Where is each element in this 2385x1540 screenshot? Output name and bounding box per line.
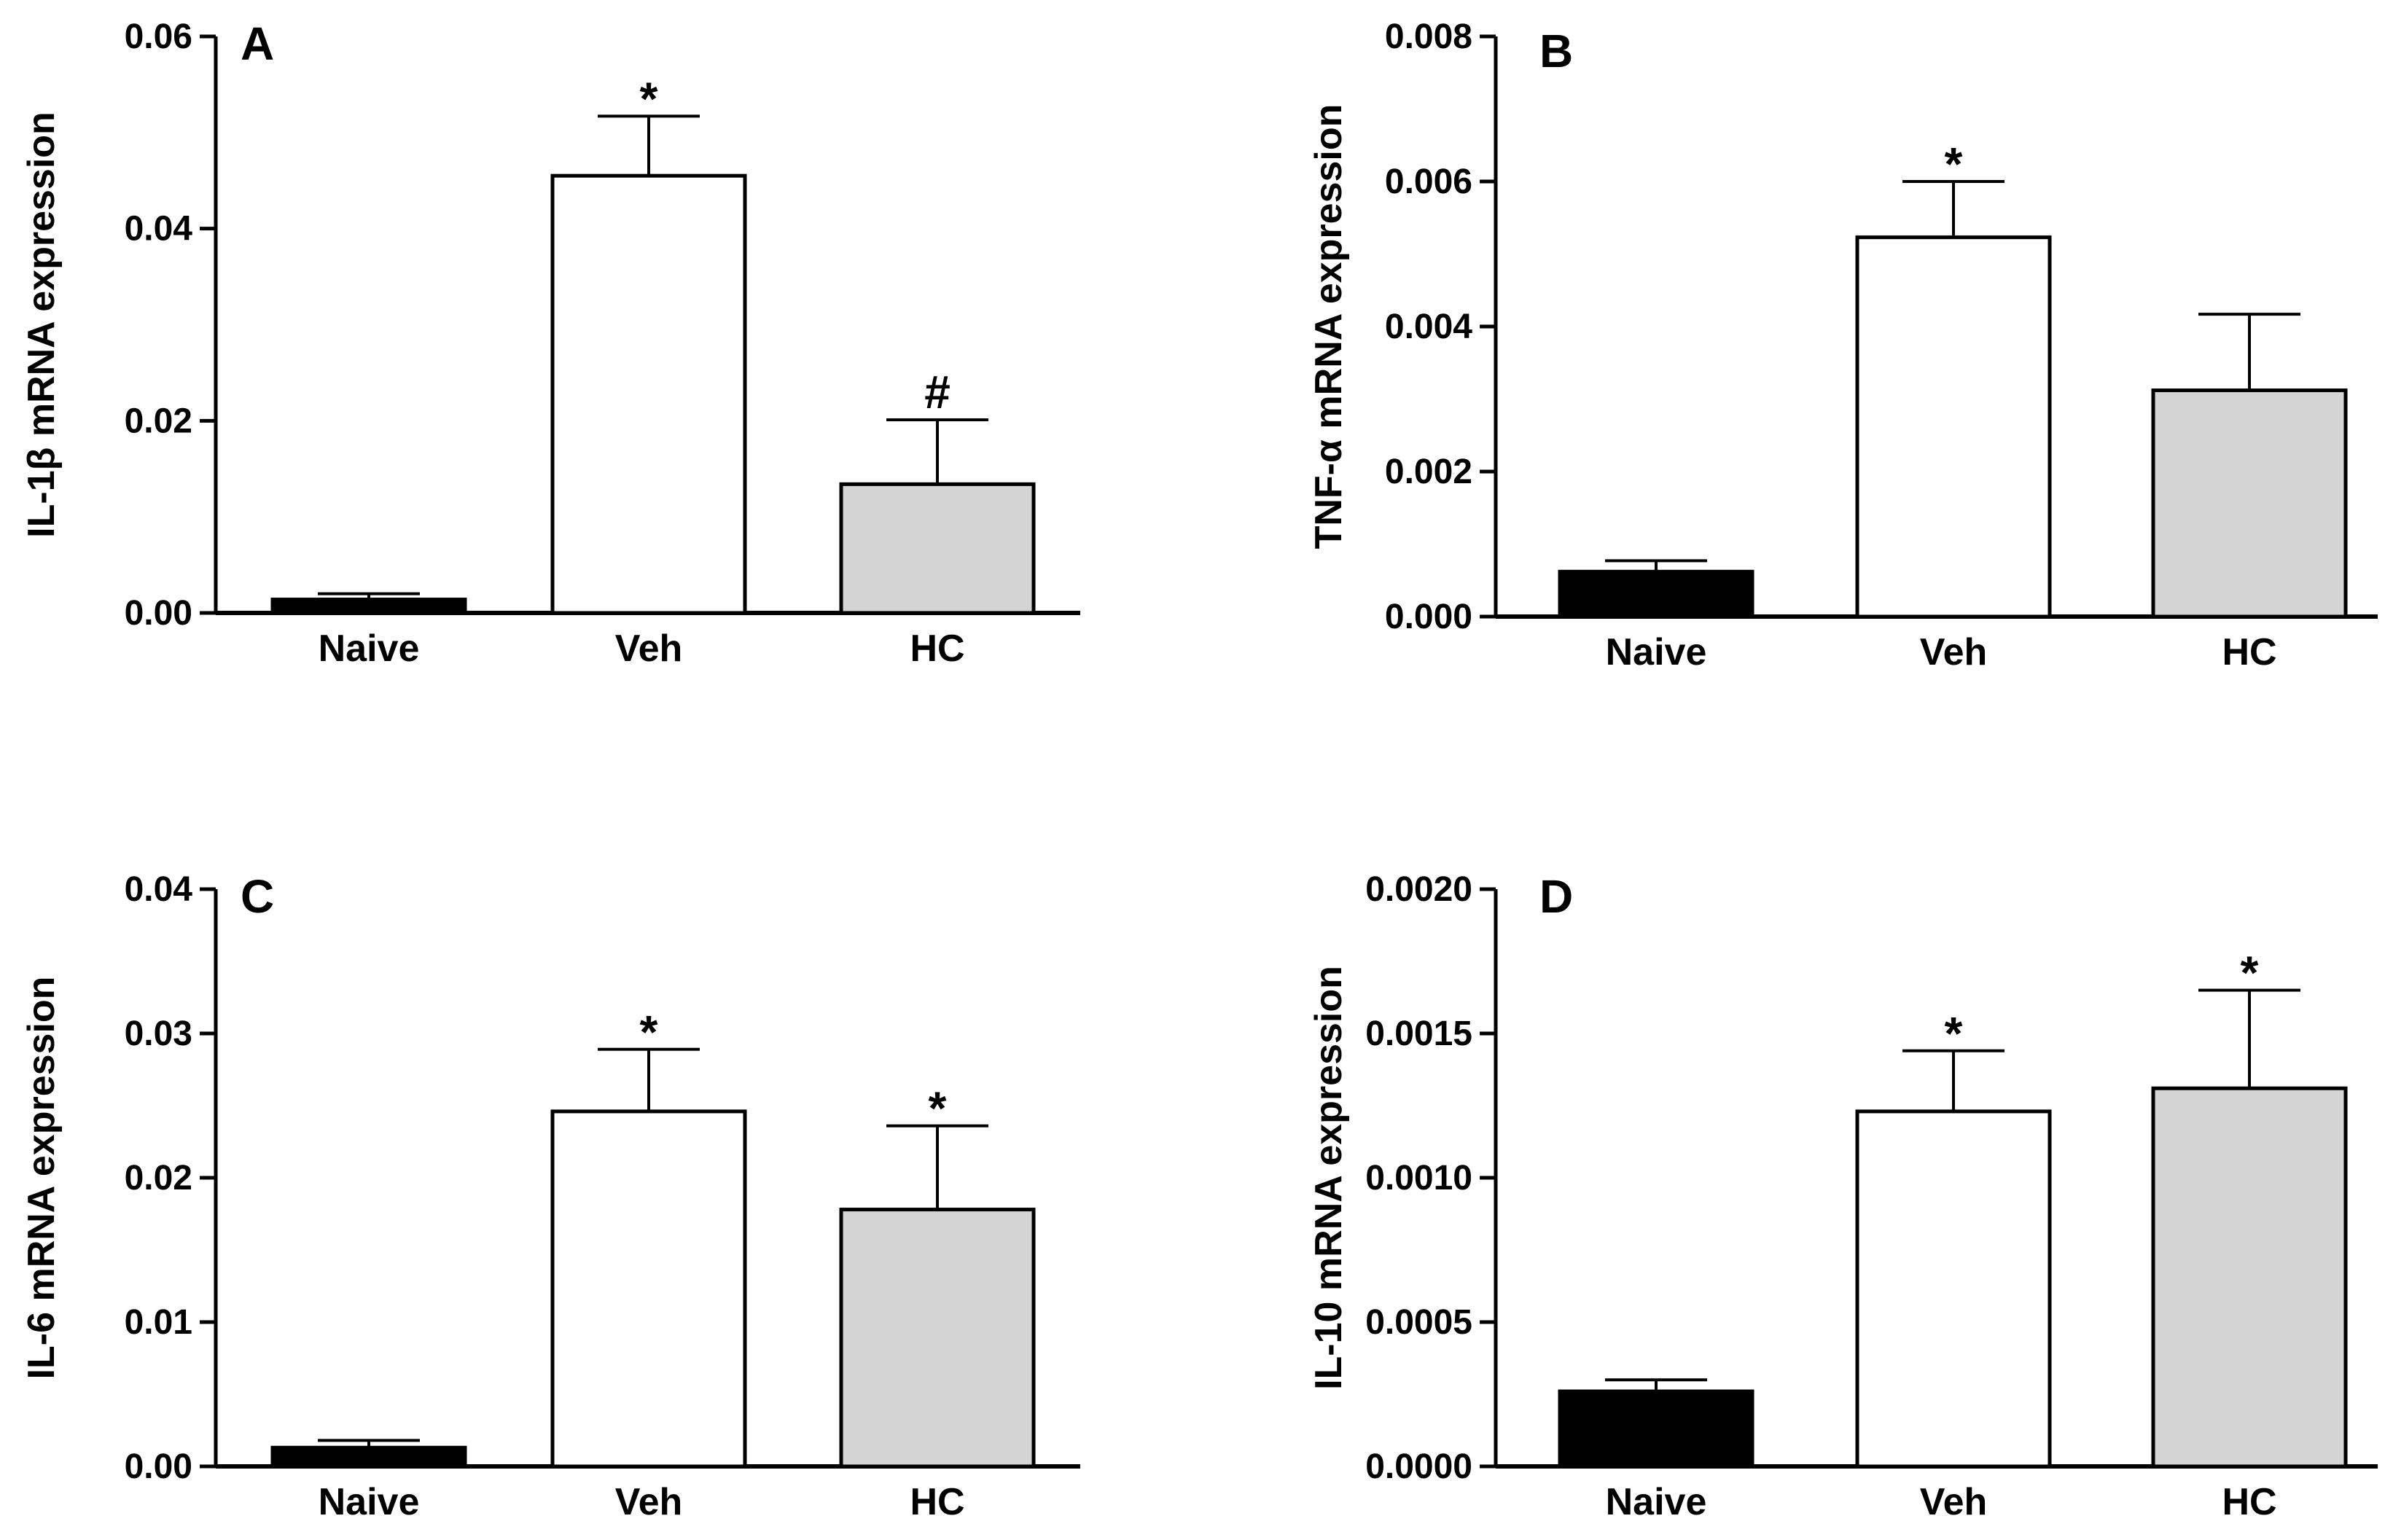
bar-naive (270, 598, 467, 615)
bar-naive (1558, 569, 1754, 619)
panel-letter: D (1539, 870, 1573, 923)
category-label-hc: HC (910, 1481, 964, 1523)
bar-veh (1855, 235, 2052, 619)
bar-hc (839, 1208, 1036, 1469)
y-tick-label: 0.008 (1385, 17, 1472, 56)
bar-veh (550, 1109, 747, 1469)
y-tick-label: 0.00 (125, 594, 192, 633)
y-tick-label: 0.006 (1385, 163, 1472, 201)
y-axis-title: TNF-α mRNA expression (1308, 104, 1350, 550)
significance-mark-hc: * (2241, 947, 2259, 999)
significance-mark-veh: * (1945, 1007, 1963, 1060)
y-tick-label: 0.004 (1385, 308, 1472, 346)
category-label-naive: Naive (1606, 1481, 1707, 1523)
bar-naive (1558, 1389, 1754, 1469)
category-label-hc: HC (2222, 631, 2276, 673)
y-tick-label: 0.0010 (1365, 1159, 1472, 1197)
y-axis-title: IL-1β mRNA expression (20, 112, 63, 538)
y-axis-title: IL-6 mRNA expression (20, 977, 63, 1380)
panel-letter: C (241, 870, 274, 923)
significance-mark-hc: # (924, 366, 951, 418)
y-tick-label: 0.0015 (1365, 1015, 1472, 1053)
category-label-naive: Naive (1606, 631, 1707, 673)
category-label-veh: Veh (615, 628, 683, 670)
y-tick-label: 0.0020 (1365, 870, 1472, 909)
category-label-veh: Veh (1920, 1481, 1988, 1523)
y-tick-label: 0.00 (125, 1447, 192, 1486)
category-label-hc: HC (910, 628, 964, 670)
y-tick-label: 0.002 (1385, 453, 1472, 491)
panel-letter: B (1539, 25, 1573, 77)
y-tick-label: 0.0000 (1365, 1447, 1472, 1486)
y-tick-label: 0.0005 (1365, 1303, 1472, 1342)
bar-veh (550, 173, 747, 615)
category-label-naive: Naive (319, 1481, 420, 1523)
category-label-naive: Naive (319, 628, 420, 670)
bar-veh (1855, 1109, 2052, 1469)
significance-mark-veh: * (640, 1006, 658, 1058)
significance-mark-veh: * (1945, 138, 1963, 190)
significance-mark-hc: * (929, 1082, 947, 1135)
y-tick-label: 0.03 (125, 1015, 192, 1053)
category-label-veh: Veh (615, 1481, 683, 1523)
significance-mark-veh: * (640, 72, 658, 125)
bar-hc (839, 482, 1036, 615)
y-axis-title: IL-10 mRNA expression (1308, 966, 1350, 1390)
y-tick-label: 0.000 (1385, 598, 1472, 636)
bar-hc (2151, 388, 2348, 619)
category-label-hc: HC (2222, 1481, 2276, 1523)
panel-letter: A (241, 17, 274, 70)
y-tick-label: 0.06 (125, 17, 192, 56)
y-tick-label: 0.01 (125, 1303, 192, 1342)
bar-hc (2151, 1086, 2348, 1469)
y-tick-label: 0.02 (125, 402, 192, 440)
category-label-veh: Veh (1920, 631, 1988, 673)
y-tick-label: 0.02 (125, 1159, 192, 1197)
bar-naive (270, 1445, 467, 1469)
y-tick-label: 0.04 (125, 870, 193, 909)
y-tick-label: 0.04 (125, 210, 193, 249)
